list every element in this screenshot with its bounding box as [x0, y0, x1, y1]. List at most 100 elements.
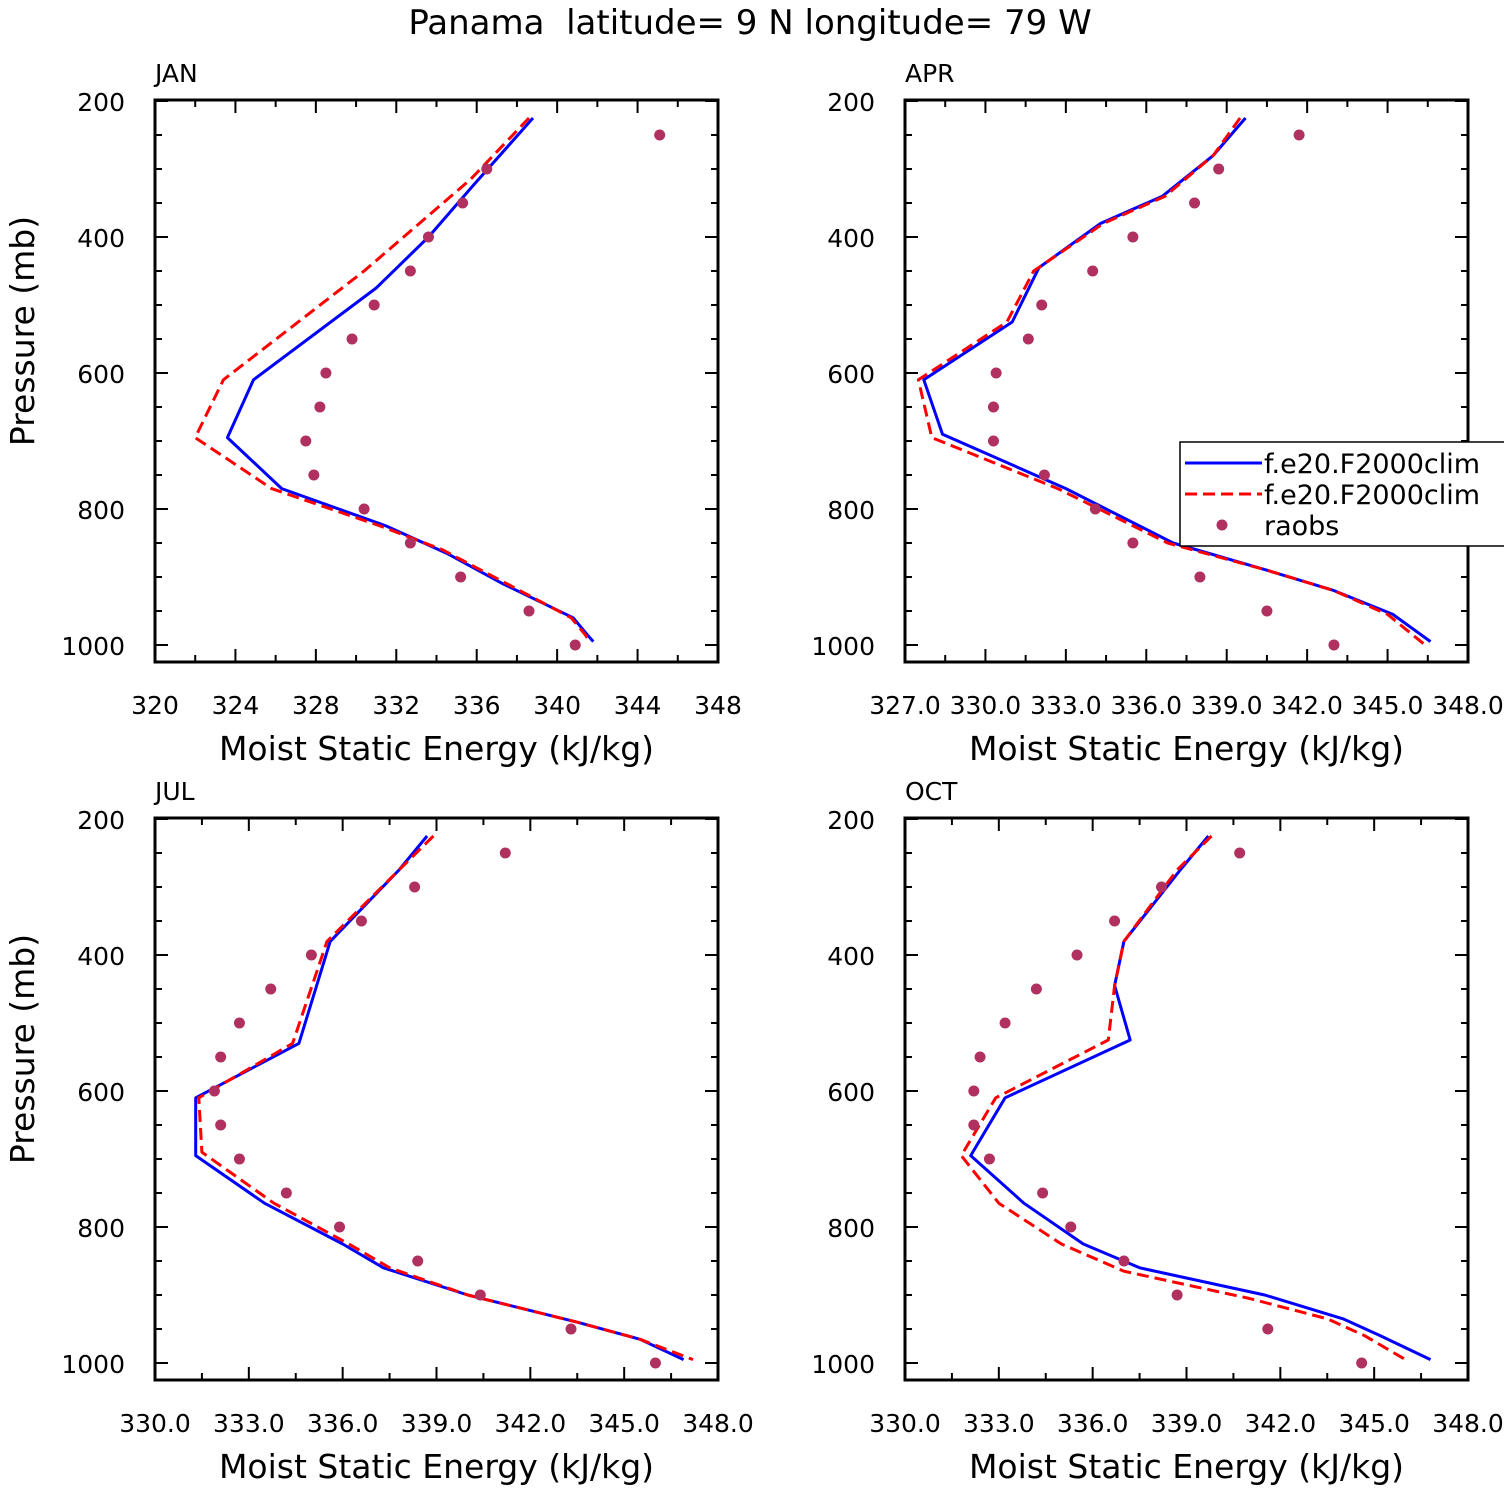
raobs-point [1213, 163, 1225, 175]
raobs-point [523, 605, 535, 617]
raobs-point [455, 571, 467, 583]
raobs-point [1089, 503, 1101, 515]
panel-label: JAN [153, 59, 198, 88]
x-tick-label: 342.0 [495, 1409, 567, 1438]
x-tick-label: 345.0 [588, 1409, 660, 1438]
y-tick-label: 1000 [61, 632, 125, 661]
x-tick-label: 328 [292, 691, 340, 720]
raobs-point [409, 881, 421, 893]
raobs-point [314, 401, 326, 413]
model-line-dashed [197, 834, 694, 1362]
x-tick-label: 336.0 [1057, 1409, 1129, 1438]
panel-label: APR [905, 59, 955, 88]
panel-jan: 320 324 328 332 336 340 344 348 200 400 600 800 1000… [3, 59, 742, 768]
raobs-point [265, 983, 277, 995]
x-tick-label: 330.0 [119, 1409, 191, 1438]
x-tick-label: 330.0 [950, 691, 1022, 720]
raobs-point [308, 469, 320, 481]
y-tick-label: 600 [827, 1078, 875, 1107]
x-tick-label: 333.0 [213, 1409, 285, 1438]
raobs-point [1038, 469, 1050, 481]
raobs-point [1261, 605, 1273, 617]
raobs-point [1189, 197, 1201, 209]
y-axis-label: Pressure (mb) [3, 216, 42, 446]
y-tick-label: 800 [827, 1214, 875, 1243]
x-tick-label: 342.0 [1271, 691, 1343, 720]
y-tick-label: 200 [827, 806, 875, 835]
raobs-point [355, 915, 367, 927]
raobs-point [1262, 1323, 1274, 1335]
x-tick-label: 344 [614, 691, 662, 720]
raobs-point [404, 537, 416, 549]
legend-label: raobs [1264, 511, 1339, 542]
y-tick-label: 600 [77, 1078, 125, 1107]
raobs-point [974, 1051, 986, 1063]
raobs-point [457, 197, 469, 209]
x-tick-label: 332 [372, 691, 420, 720]
x-tick-label: 320 [131, 691, 179, 720]
raobs-point [1155, 881, 1167, 893]
figure-title: Panama latitude= 9 N longitude= 79 W [408, 3, 1091, 43]
raobs-point [1127, 231, 1139, 243]
x-tick-label: 339.0 [1151, 1409, 1223, 1438]
plot-frame [903, 98, 1470, 664]
legend-label: f.e20.F2000clim [1264, 449, 1480, 480]
x-tick-label: 348 [694, 691, 742, 720]
raobs-point [987, 401, 999, 413]
raobs-point [987, 435, 999, 447]
y-tick-label: 800 [77, 496, 125, 525]
raobs-point [334, 1221, 346, 1233]
x-axis-label: Moist Static Energy (kJ/kg) [969, 729, 1404, 768]
raobs-point [968, 1119, 980, 1131]
raobs-point [1071, 949, 1083, 961]
raobs-point [305, 949, 317, 961]
x-axis-label: Moist Static Energy (kJ/kg) [219, 729, 654, 768]
raobs-point [1194, 571, 1206, 583]
raobs-point [404, 265, 416, 277]
raobs-point [481, 163, 493, 175]
raobs-point [422, 231, 434, 243]
raobs-point [1118, 1255, 1130, 1267]
panel-oct: 330.0 333.0 336.0 339.0 342.0 345.0 348.0 200 40… [811, 777, 1503, 1486]
x-tick-label: 327.0 [869, 691, 941, 720]
raobs-point [990, 367, 1002, 379]
y-axis-label: Pressure (mb) [3, 934, 42, 1164]
x-tick-label: 324 [212, 691, 260, 720]
y-tick-label: 200 [77, 88, 125, 117]
panel-label: JUL [153, 777, 195, 806]
y-tick-label: 1000 [811, 632, 875, 661]
raobs-point [1109, 915, 1121, 927]
x-tick-label: 336 [453, 691, 501, 720]
plot-frame [903, 816, 1470, 1382]
x-tick-label: 339.0 [401, 1409, 473, 1438]
model-line-solid [225, 117, 595, 643]
x-tick-label: 345.0 [1338, 1409, 1410, 1438]
y-tick-label: 600 [827, 360, 875, 389]
raobs-point [569, 639, 581, 651]
raobs-point [999, 1017, 1011, 1029]
x-tick-label: 336.0 [307, 1409, 379, 1438]
x-axis-label: Moist Static Energy (kJ/kg) [219, 1447, 654, 1486]
raobs-point [1087, 265, 1099, 277]
raobs-point [208, 1085, 220, 1097]
x-tick-label: 333.0 [1030, 691, 1102, 720]
x-axis-label: Moist Static Energy (kJ/kg) [969, 1447, 1404, 1486]
x-tick-label: 330.0 [869, 1409, 941, 1438]
raobs-point [233, 1017, 245, 1029]
panel-jul: 330.0 333.0 336.0 339.0 342.0 345.0 348.0 200 40… [3, 777, 754, 1486]
y-tick-label: 800 [827, 496, 875, 525]
raobs-point [1037, 1187, 1049, 1199]
x-tick-label: 336.0 [1110, 691, 1182, 720]
y-tick-label: 600 [77, 360, 125, 389]
raobs-point [215, 1119, 227, 1131]
raobs-point [1022, 333, 1034, 345]
raobs-point [280, 1187, 292, 1199]
x-tick-label: 345.0 [1352, 691, 1424, 720]
y-tick-label: 400 [827, 942, 875, 971]
model-line-solid [922, 117, 1432, 643]
raobs-point [968, 1085, 980, 1097]
y-tick-label: 400 [77, 224, 125, 253]
raobs-point [654, 129, 666, 141]
raobs-point [1234, 847, 1246, 859]
y-tick-label: 200 [77, 806, 125, 835]
